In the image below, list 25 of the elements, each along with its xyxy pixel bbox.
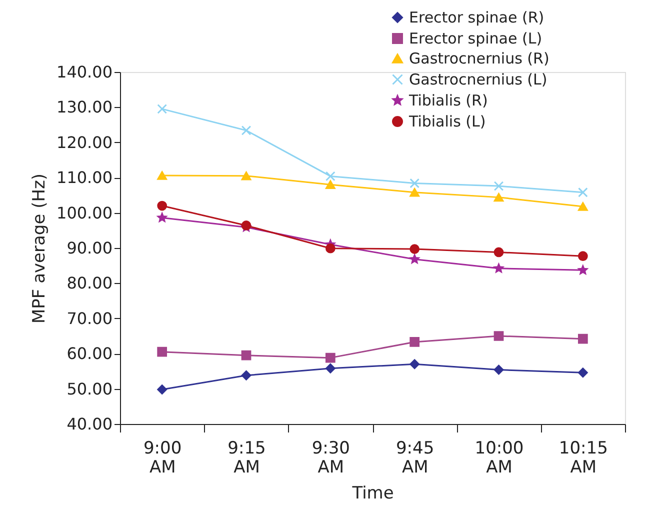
legend-label: Gastrocnernius (L)	[409, 70, 548, 88]
y-tick-label: 140.00	[56, 62, 112, 82]
legend-label: Gastrocnernius (R)	[409, 50, 550, 68]
y-tick-label: 50.00	[66, 379, 112, 398]
y-tick-label: 40.00	[66, 414, 112, 434]
x-axis-title: Time	[351, 484, 394, 504]
legend-label: Tibialis (R)	[408, 92, 488, 110]
x-tick-label: 10:15 AM	[558, 438, 608, 478]
legend-label: Erector spinae (L)	[409, 30, 542, 48]
x-tick-label: 9:15 AM	[228, 438, 266, 478]
legend-label: Tibialis (L)	[408, 112, 486, 130]
x-tick-label: 9:30 AM	[312, 438, 350, 478]
y-tick-label: 90.00	[66, 238, 112, 258]
y-tick-label: 100.00	[56, 203, 112, 222]
y-tick-label: 120.00	[56, 132, 112, 152]
y-tick-label: 60.00	[66, 344, 112, 364]
y-tick-label: 70.00	[66, 308, 112, 328]
x-tick-label: 10:00 AM	[474, 438, 524, 478]
x-tick-label: 9:00 AM	[143, 438, 182, 478]
y-tick-label: 110.00	[56, 168, 112, 188]
y-axis-title: MPF average (Hz)	[30, 173, 50, 324]
y-tick-label: 130.00	[56, 98, 112, 117]
x-tick-label: 9:45 AM	[396, 438, 434, 478]
legend-label: Erector spinae (R)	[409, 8, 544, 26]
y-tick-label: 80.00	[66, 274, 112, 293]
